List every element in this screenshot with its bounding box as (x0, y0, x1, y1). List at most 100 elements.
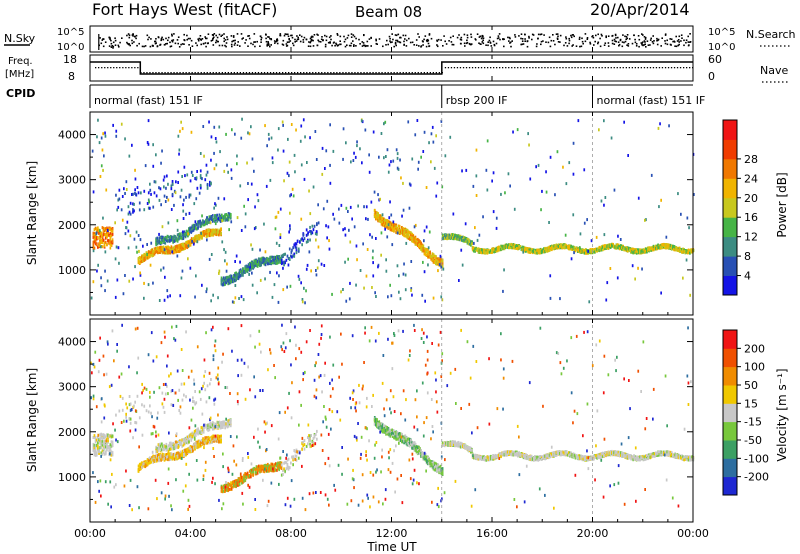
power-cell (393, 223, 395, 227)
power-cell (327, 225, 330, 229)
noise-point (683, 44, 685, 47)
power-cell (189, 242, 192, 246)
power-cell (677, 248, 680, 252)
power-cell (643, 250, 646, 254)
nave-point (327, 72, 329, 74)
power-cell (108, 233, 110, 237)
noise-point (350, 44, 352, 47)
power-cell (163, 298, 166, 302)
nave-point (547, 67, 549, 69)
power-cell (646, 250, 648, 254)
power-cell (300, 124, 303, 128)
nave-point (309, 72, 311, 74)
power-cell (366, 248, 369, 251)
power-cell (262, 256, 265, 260)
power-cell (104, 250, 107, 254)
power-cell (385, 155, 387, 158)
power-cell (259, 257, 261, 261)
noise-point (190, 39, 193, 42)
power-cell (461, 263, 464, 267)
power-cell (371, 256, 374, 260)
noise-point (510, 45, 512, 48)
noise-point (266, 45, 268, 47)
power-cell (278, 259, 280, 263)
power-cell (168, 239, 171, 243)
power-cell (454, 235, 456, 239)
power-cell (296, 239, 299, 243)
noise-point (167, 39, 169, 42)
power-cell (174, 239, 177, 243)
noise-point (157, 36, 160, 39)
power-cell (570, 245, 572, 249)
power-cell (522, 247, 525, 251)
power-cell (375, 237, 377, 240)
power-cell (273, 255, 276, 259)
power-cell (293, 243, 296, 247)
power-cell (240, 295, 243, 299)
power-cell (455, 236, 457, 240)
noise-point (460, 36, 463, 39)
power-cell (101, 226, 104, 230)
noise-point (234, 39, 236, 42)
power-cell (452, 212, 455, 216)
power-cell (103, 227, 106, 231)
cpid-segment-label: rbsp 200 IF (446, 94, 508, 107)
nave-point (676, 67, 679, 69)
power-cell (525, 249, 527, 253)
power-cell (429, 255, 431, 259)
noise-point (683, 39, 685, 42)
noise-point (582, 42, 584, 45)
noise-point (197, 38, 199, 40)
power-cell (660, 243, 663, 247)
power-cell (211, 229, 213, 233)
power-cell (546, 249, 549, 253)
nave-point (411, 72, 413, 74)
power-cell (314, 232, 317, 236)
noise-point (138, 42, 140, 45)
power-cell (184, 244, 186, 248)
noise-point (286, 33, 288, 36)
power-cell (154, 250, 157, 254)
power-cell (277, 148, 279, 152)
noise-point (481, 41, 484, 43)
power-cell (111, 229, 114, 233)
power-cell (385, 218, 387, 222)
power-cell (309, 229, 311, 233)
noise-point (346, 44, 348, 46)
noise-point (265, 40, 268, 43)
power-cell (166, 174, 168, 178)
nave-point (640, 67, 642, 69)
power-cell (432, 296, 435, 300)
nave-point (399, 72, 401, 74)
power-cell (224, 250, 227, 254)
power-cell (128, 154, 131, 158)
power-cell (387, 170, 390, 174)
power-cell (284, 252, 286, 256)
power-cell (365, 205, 368, 209)
power-cell (509, 184, 511, 188)
power-cell (253, 261, 256, 264)
power-cell (138, 256, 141, 259)
power-cell (270, 260, 273, 264)
power-cell (103, 241, 106, 245)
power-cell (159, 236, 162, 240)
power-cell (158, 240, 161, 244)
power-cell (187, 232, 189, 236)
noise-point (614, 34, 617, 37)
power-cell (401, 228, 403, 232)
power-cell (468, 242, 471, 246)
noise-point (305, 38, 308, 41)
nave-point (263, 72, 266, 74)
noise-point (497, 37, 500, 39)
power-cell (194, 223, 197, 227)
noise-point (100, 42, 103, 45)
power-cell (167, 247, 169, 251)
power-cell (290, 254, 292, 258)
power-cell (477, 247, 480, 251)
power-cell (92, 235, 95, 239)
power-cell (689, 251, 691, 255)
power-cell (152, 143, 154, 147)
power-cell (600, 247, 603, 251)
power-cell (197, 236, 200, 239)
power-cell (99, 229, 101, 233)
